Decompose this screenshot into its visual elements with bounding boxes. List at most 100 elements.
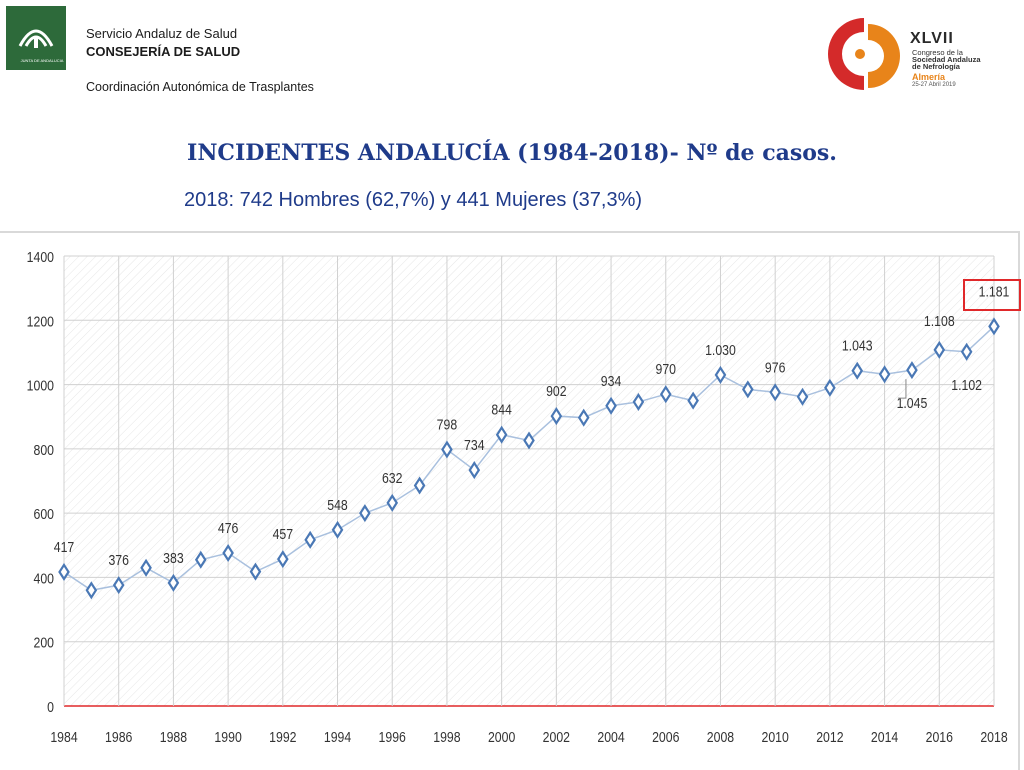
y-tick-label: 1400: [27, 249, 55, 265]
y-tick-label: 200: [33, 635, 54, 651]
data-point: [632, 392, 645, 411]
data-point: [605, 396, 617, 415]
x-tick-label: 1986: [105, 729, 133, 745]
data-point: [277, 550, 289, 569]
data-point: [85, 581, 98, 600]
data-label: 734: [464, 437, 485, 453]
data-label: 383: [163, 550, 184, 566]
x-tick-label: 2000: [488, 729, 516, 745]
x-tick-label: 1990: [214, 729, 242, 745]
data-point: [742, 380, 754, 399]
org-line-2: CONSEJERÍA DE SALUD: [86, 44, 241, 59]
x-tick-label: 1992: [269, 729, 296, 745]
x-tick-label: 1984: [50, 729, 78, 745]
data-point: [112, 576, 125, 595]
data-label: 376: [108, 552, 129, 568]
y-tick-label: 0: [47, 699, 54, 715]
congress-emblem-icon: [828, 18, 900, 90]
org-line-1: Servicio Andaluz de Salud: [86, 26, 238, 41]
data-point: [796, 387, 809, 406]
data-point: [769, 383, 781, 402]
logo-caption: JUNTA DE ANDALUCIA: [20, 58, 64, 63]
y-tick-label: 600: [33, 506, 54, 522]
data-label: 632: [382, 470, 403, 486]
chart-frame: 0 200 400 600 800 1000 1200 1400 1984 1986 1988 19…: [0, 231, 1020, 770]
y-tick-label: 1000: [27, 377, 55, 393]
data-point: [988, 317, 1000, 336]
data-label: 934: [601, 373, 622, 389]
data-point: [58, 562, 70, 581]
data-point: [468, 461, 481, 480]
data-label: 476: [218, 520, 239, 536]
congress-numeral: XLVII: [910, 30, 954, 47]
x-tick-label: 1998: [433, 729, 461, 745]
data-label: 844: [491, 402, 512, 418]
data-point: [222, 543, 234, 563]
data-label: 970: [656, 361, 677, 377]
y-tick-label: 400: [33, 570, 54, 586]
data-point: [167, 573, 180, 592]
x-tick-label: 2008: [707, 729, 735, 745]
data-point: [851, 361, 864, 380]
data-label: 1.108: [924, 313, 955, 329]
data-point: [386, 493, 399, 512]
x-tick-label: 2016: [926, 729, 954, 745]
data-label: 1.181: [979, 283, 1010, 299]
data-point: [140, 558, 152, 577]
page-subtitle: 2018: 742 Hombres (62,7%) y 441 Mujeres …: [184, 189, 643, 211]
data-label: 976: [765, 359, 786, 375]
y-tick-label: 800: [33, 442, 54, 458]
data-point: [687, 391, 699, 410]
x-tick-label: 1994: [324, 729, 352, 745]
line-chart: 0 200 400 600 800 1000 1200 1400 1984 1986 1988 19…: [27, 249, 1010, 745]
data-point: [960, 342, 973, 361]
data-point: [906, 361, 918, 380]
data-point: [331, 520, 344, 539]
data-point: [714, 365, 727, 384]
data-point: [577, 408, 590, 427]
data-point: [550, 407, 563, 426]
x-tick-label: 2004: [597, 729, 625, 745]
page-title: INCIDENTES ANDALUCÍA (1984-2018)- Nº de …: [187, 140, 837, 166]
data-point: [194, 550, 207, 569]
x-tick-label: 2012: [816, 729, 843, 745]
junta-andalucia-logo: JUNTA DE ANDALUCIA: [6, 6, 66, 70]
x-tick-label: 2014: [871, 729, 899, 745]
data-point: [413, 476, 426, 495]
x-tick-label: 2018: [980, 729, 1008, 745]
data-point: [441, 440, 453, 459]
data-label: 1.102: [951, 377, 982, 393]
data-point: [878, 365, 891, 384]
x-tick-label: 1996: [379, 729, 407, 745]
data-point: [359, 504, 371, 523]
x-tick-label: 2006: [652, 729, 680, 745]
data-label: 417: [54, 539, 75, 555]
data-point: [523, 431, 535, 450]
data-point: [824, 378, 836, 397]
plot-area: [64, 256, 994, 706]
data-point: [249, 562, 262, 581]
leader-line: [897, 379, 907, 399]
data-label: 1.045: [897, 395, 928, 411]
highlight-box-2018: [963, 279, 1021, 311]
data-label: 1.030: [705, 342, 736, 358]
congress-city: Almería: [912, 72, 946, 82]
data-point: [933, 340, 946, 359]
data-label: 548: [327, 497, 348, 513]
x-tick-label: 1988: [160, 729, 188, 745]
org-line-3: Coordinación Autonómica de Trasplantes: [86, 80, 314, 94]
congress-dates: 25-27 Abril 2019: [912, 82, 956, 88]
data-label: 1.043: [842, 338, 873, 354]
congress-logo: XLVII Congreso de la Sociedad Andaluza d…: [824, 14, 1014, 94]
data-label: 457: [273, 526, 294, 542]
x-tick-label: 2002: [543, 729, 570, 745]
congress-line-3: de Nefrología: [912, 62, 960, 71]
congress-line-1: Congreso de la: [912, 48, 963, 57]
congress-line-2: Sociedad Andaluza: [912, 55, 981, 64]
data-label: 902: [546, 383, 567, 399]
header-logos: JUNTA DE ANDALUCIA Servicio Andaluz de S…: [0, 0, 320, 104]
y-tick-label: 1200: [27, 313, 55, 329]
x-tick-label: 2010: [762, 729, 790, 745]
data-label: 798: [437, 416, 458, 432]
data-point: [495, 425, 508, 444]
